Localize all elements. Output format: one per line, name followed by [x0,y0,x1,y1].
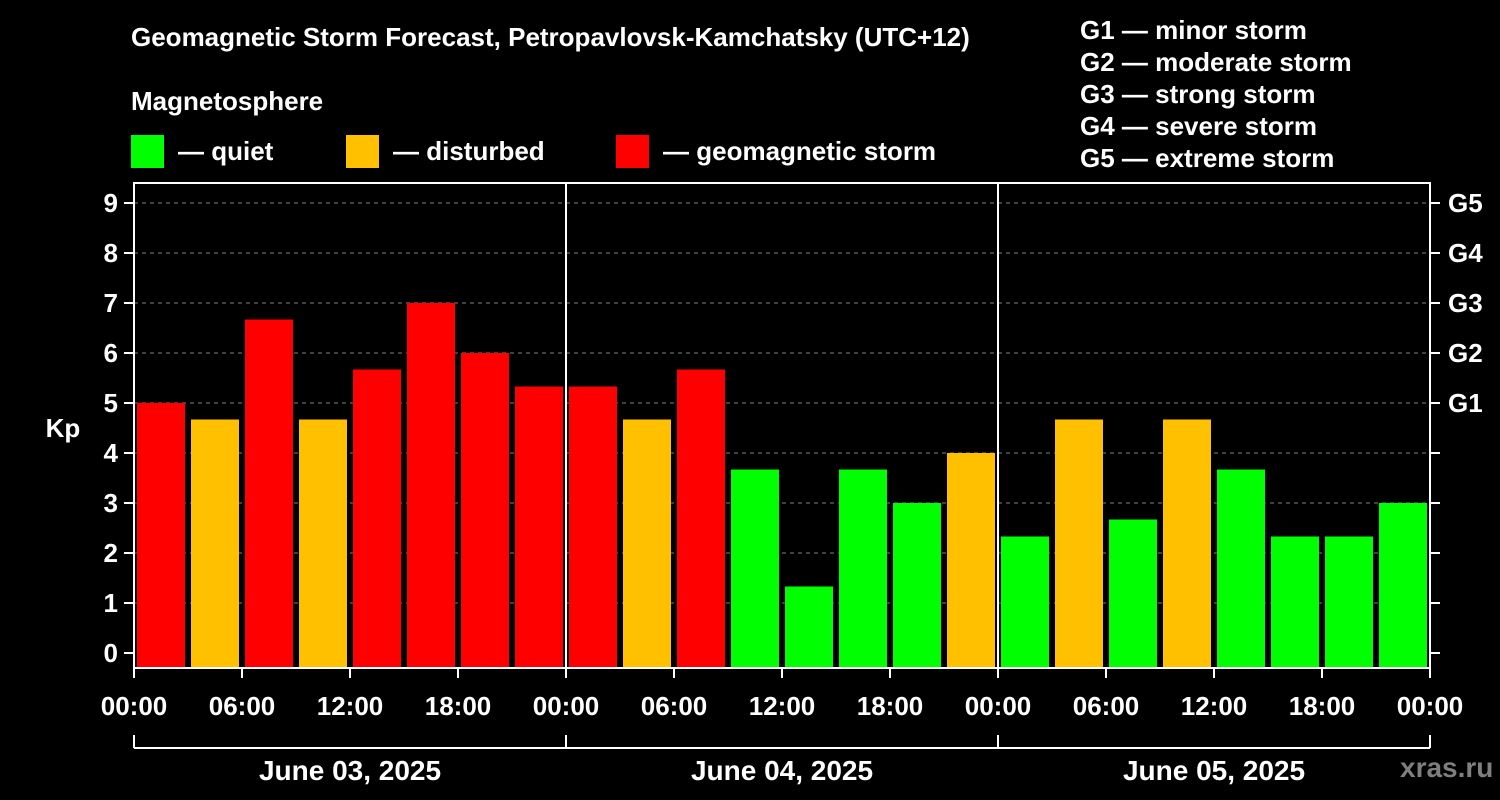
bar-14 [893,503,941,668]
y-tick-label-9: 9 [104,188,118,218]
legend-swatch-disturbed [346,134,379,168]
g-scale-g3: G3 — strong storm [1080,79,1316,109]
g-scale-legend: G1 — minor storm G2 — moderate storm G3 … [1080,14,1352,174]
bar-20 [1217,469,1265,668]
right-axis-label-g4: G4 [1448,238,1483,268]
y-tick-label-0: 0 [104,638,118,668]
bar-22 [1325,536,1373,668]
x-tick-label-12: 00:00 [1397,691,1464,721]
g-scale-g5: G5 — extreme storm [1080,143,1335,173]
bar-13 [839,469,887,668]
x-tick-label-4: 00:00 [533,691,600,721]
x-tick-label-0: 00:00 [101,691,168,721]
y-axis-label: Kp [46,413,81,443]
bar-8 [569,386,617,668]
bar-11 [731,469,779,668]
legend-item-storm: — geomagnetic storm [616,134,936,168]
bar-23 [1379,503,1427,668]
right-axis-label-g2: G2 [1448,338,1483,368]
chart-title: Geomagnetic Storm Forecast, Petropavlovs… [131,22,970,52]
legend-label-disturbed: — disturbed [393,135,545,166]
day-label-0: June 03, 2025 [259,755,441,786]
right-axis-label-g1: G1 [1448,388,1483,418]
day-label-2: June 05, 2025 [1123,755,1305,786]
x-tick-label-6: 12:00 [749,691,816,721]
bar-21 [1271,536,1319,668]
x-tick-label-2: 12:00 [317,691,384,721]
x-tick-label-10: 12:00 [1181,691,1248,721]
legend-swatch-storm [616,134,649,168]
x-tick-label-11: 18:00 [1289,691,1356,721]
legend-item-quiet: — quiet [131,134,273,168]
right-axis-label-g3: G3 [1448,288,1483,318]
bar-19 [1163,419,1211,668]
legend-swatch-quiet [131,134,164,168]
bar-5 [407,303,455,668]
bar-18 [1109,519,1157,668]
right-axis-label-g5: G5 [1448,188,1483,218]
bar-16 [1001,536,1049,668]
legend-item-disturbed: — disturbed [346,134,545,168]
bar-3 [299,419,347,668]
g-scale-g1: G1 — minor storm [1080,15,1307,45]
y-tick-label-2: 2 [104,538,118,568]
x-tick-label-5: 06:00 [641,691,708,721]
bar-layer [137,303,1427,668]
y-tick-label-5: 5 [104,388,118,418]
bar-0 [137,403,185,668]
bar-2 [245,319,293,668]
bar-15 [947,453,995,668]
grid-layer [134,202,1430,604]
bar-6 [461,353,509,668]
bar-7 [515,386,563,668]
x-tick-label-8: 00:00 [965,691,1032,721]
legend-heading: Magnetosphere [131,86,324,116]
y-tick-label-3: 3 [104,488,118,518]
x-tick-label-7: 18:00 [857,691,924,721]
g-scale-g2: G2 — moderate storm [1080,47,1352,77]
y-tick-label-8: 8 [104,238,118,268]
legend-label-storm: — geomagnetic storm [663,135,937,166]
y-tick-label-4: 4 [104,438,119,468]
bar-9 [623,419,671,668]
x-tick-label-3: 18:00 [425,691,492,721]
g-scale-g4: G4 — severe storm [1080,111,1318,141]
axis-layer: 0 1 2 3 4 5 6 7 8 9 G1 G2 G3 G4 G5 00:00 06:00 12:00 18:00… [101,182,1483,786]
y-tick-label-6: 6 [104,338,118,368]
y-tick-label-7: 7 [104,288,118,318]
x-tick-label-9: 06:00 [1073,691,1140,721]
legend-label-quiet: — quiet [178,135,274,166]
bar-10 [677,369,725,668]
day-label-1: June 04, 2025 [691,755,873,786]
bar-17 [1055,419,1103,668]
y-tick-label-1: 1 [104,588,118,618]
watermark: xras.ru [1400,752,1494,783]
x-tick-label-1: 06:00 [209,691,276,721]
bar-12 [785,586,833,668]
bar-4 [353,369,401,668]
bar-1 [191,419,239,668]
